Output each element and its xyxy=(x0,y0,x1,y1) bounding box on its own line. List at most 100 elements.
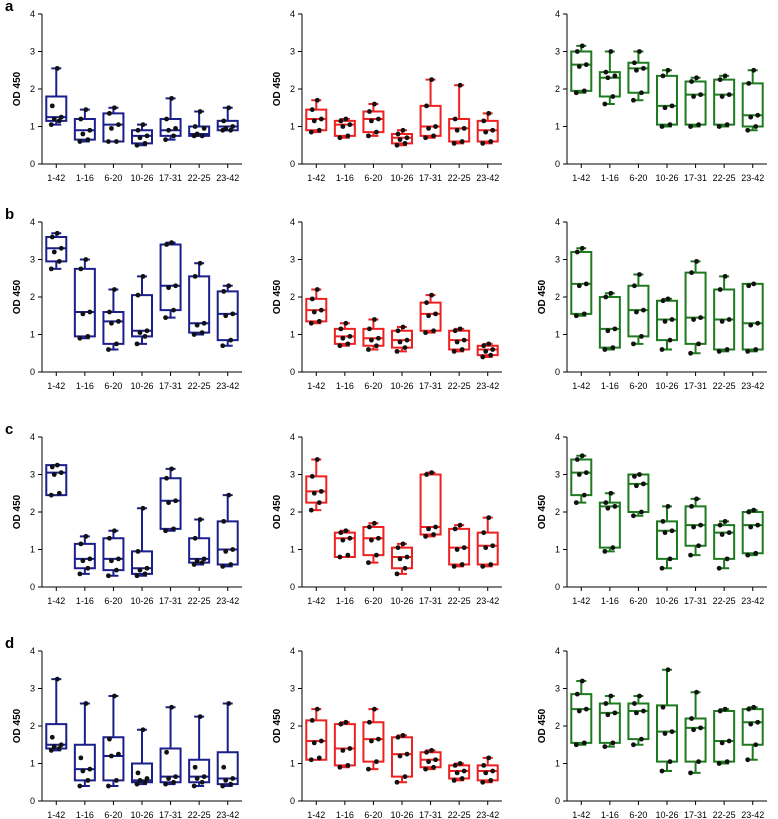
x-tick-label: 1-16 xyxy=(76,381,94,391)
box-10-26 xyxy=(131,727,153,787)
data-point xyxy=(688,124,693,129)
data-point xyxy=(395,734,401,740)
data-point xyxy=(716,565,722,571)
data-point xyxy=(696,543,701,549)
x-tick-label: 1-42 xyxy=(572,810,590,819)
x-tick-label: 23-42 xyxy=(741,810,764,819)
data-point xyxy=(457,522,463,528)
data-point xyxy=(694,258,699,264)
x-tick-label: 23-42 xyxy=(741,596,764,606)
box-6-20 xyxy=(362,706,385,772)
data-point xyxy=(431,133,436,139)
data-point xyxy=(669,317,675,322)
data-point xyxy=(114,777,119,783)
data-point xyxy=(114,139,119,144)
data-point xyxy=(142,333,148,339)
data-point xyxy=(56,258,62,264)
data-point xyxy=(135,548,141,554)
data-point xyxy=(114,341,119,347)
data-point xyxy=(486,755,492,761)
data-point xyxy=(367,719,372,725)
iqr-box xyxy=(102,736,125,782)
data-point xyxy=(691,317,696,322)
data-point xyxy=(579,678,585,684)
data-point xyxy=(724,759,730,765)
iqr-box xyxy=(419,104,442,137)
y-tick-label: 4 xyxy=(30,217,35,227)
data-point xyxy=(424,103,429,109)
data-point xyxy=(612,503,618,509)
iqr-box xyxy=(102,311,125,345)
data-point xyxy=(751,704,757,710)
data-point xyxy=(226,701,232,706)
y-tick-label: 0 xyxy=(290,367,295,377)
y-tick-label: 1 xyxy=(30,545,35,555)
y-tick-label: 0 xyxy=(555,582,560,592)
x-tick-label: 1-16 xyxy=(336,381,354,391)
data-point xyxy=(366,347,371,352)
data-point xyxy=(610,740,616,746)
data-point xyxy=(374,129,379,135)
box-1-42 xyxy=(305,457,328,513)
data-point xyxy=(694,496,699,502)
data-point xyxy=(137,567,143,573)
data-point xyxy=(634,309,639,315)
data-point xyxy=(424,300,429,306)
data-point xyxy=(83,107,89,113)
iqr-box xyxy=(131,294,153,338)
box-22-25 xyxy=(448,522,471,569)
x-tick-label: 6-20 xyxy=(104,173,122,183)
chart-b-1: 0 1 2 3 4 OD 450 1-42 1-16 6-20 10-26 17-31 22-25 23… xyxy=(12,217,242,391)
data-point xyxy=(452,526,458,532)
y-tick-label: 4 xyxy=(555,646,560,656)
data-point xyxy=(83,701,89,706)
data-point xyxy=(144,565,150,571)
chart-a-1: 0 1 2 3 4 OD 450 1-42 1-16 6-20 10-26 17-31 22-25 23… xyxy=(12,9,242,183)
data-point xyxy=(223,548,229,554)
data-point xyxy=(369,118,374,124)
x-tick-label: 10-26 xyxy=(130,596,153,606)
y-tick-label: 4 xyxy=(290,9,295,19)
data-point xyxy=(423,766,428,772)
data-point xyxy=(171,307,176,313)
x-tick-label: 1-42 xyxy=(47,596,65,606)
box-22-25 xyxy=(713,73,736,129)
data-point xyxy=(461,125,467,131)
data-point xyxy=(197,260,203,266)
data-point xyxy=(667,759,673,765)
data-point xyxy=(112,528,117,534)
data-point xyxy=(459,139,465,144)
data-point xyxy=(318,738,324,744)
data-point xyxy=(347,746,353,751)
box-22-25 xyxy=(713,706,736,766)
data-point xyxy=(137,330,143,336)
x-tick-label: 1-42 xyxy=(307,381,325,391)
data-point xyxy=(433,311,438,317)
data-point xyxy=(106,347,111,352)
data-point xyxy=(689,79,694,84)
data-point xyxy=(481,762,487,768)
data-point xyxy=(311,309,317,315)
box-10-26 xyxy=(131,505,153,579)
y-tick-label: 4 xyxy=(30,9,35,19)
box-1-16 xyxy=(73,107,96,144)
box-17-31 xyxy=(419,292,442,336)
iqr-box xyxy=(713,710,736,763)
data-point xyxy=(745,127,751,133)
x-tick-label: 1-42 xyxy=(307,596,325,606)
x-tick-label: 22-25 xyxy=(448,810,471,819)
data-point xyxy=(688,350,693,356)
data-point xyxy=(605,505,611,511)
data-point xyxy=(109,753,114,759)
data-point xyxy=(337,135,343,141)
data-point xyxy=(461,768,467,774)
x-tick-label: 22-25 xyxy=(713,810,736,819)
data-point xyxy=(696,341,701,347)
data-point xyxy=(192,764,198,770)
panel-label: a xyxy=(5,0,14,15)
data-point xyxy=(660,704,666,710)
data-point xyxy=(755,719,761,725)
chart-a-3: 0 1 2 3 4 1-42 1-16 6-20 10-26 17-31 22-25 23-42 xyxy=(555,9,767,183)
data-point xyxy=(80,558,86,564)
data-point xyxy=(228,337,234,343)
